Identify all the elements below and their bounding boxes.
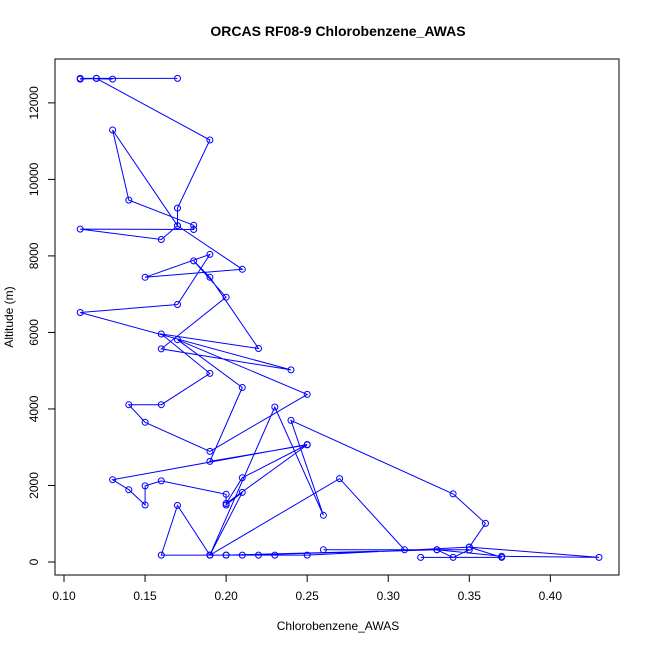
series-lines	[80, 77, 600, 558]
data-point	[595, 553, 603, 561]
chart-title: ORCAS RF08-9 Chlorobenzene_AWAS	[210, 23, 465, 39]
y-tick-label: 4000	[27, 395, 41, 422]
data-point	[141, 273, 149, 281]
data-point	[206, 551, 214, 559]
data-point	[222, 490, 230, 498]
x-axis: 0.10 0.15 0.20 0.25 0.30 0.35 0.40	[52, 574, 563, 603]
data-point	[109, 75, 117, 83]
data-point	[433, 546, 441, 554]
x-tick-label: 0.35	[458, 589, 482, 603]
data-point	[206, 369, 214, 377]
y-axis-label: Altitude (m)	[2, 286, 16, 347]
data-point	[465, 546, 473, 554]
data-point	[303, 551, 311, 559]
data-point	[498, 553, 506, 561]
data-point	[76, 309, 84, 316]
series-line	[80, 77, 600, 558]
data-point	[319, 511, 327, 519]
data-point	[157, 330, 165, 338]
data-point	[449, 553, 457, 561]
data-point	[109, 476, 117, 484]
data-point	[222, 293, 230, 301]
x-tick-label: 0.10	[52, 589, 76, 603]
data-point	[141, 501, 149, 509]
data-point	[206, 273, 214, 281]
data-point	[482, 519, 489, 527]
data-point	[449, 490, 457, 498]
data-point	[157, 401, 165, 409]
data-point	[287, 366, 295, 374]
y-tick-label: 8000	[27, 242, 41, 269]
data-point	[141, 482, 149, 490]
data-point	[157, 477, 165, 485]
data-point	[190, 257, 198, 265]
data-point	[255, 551, 262, 559]
data-point	[319, 546, 327, 554]
data-point	[238, 474, 246, 482]
data-point	[206, 457, 214, 465]
x-tick-label: 0.15	[133, 589, 157, 603]
data-point	[417, 553, 425, 561]
data-point	[174, 222, 181, 230]
x-tick-label: 0.25	[296, 589, 320, 603]
x-tick-label: 0.40	[539, 589, 563, 603]
plot-frame	[54, 58, 620, 576]
y-tick-label: 6000	[27, 319, 41, 346]
data-point	[92, 74, 100, 82]
data-point	[271, 403, 279, 411]
data-point	[238, 384, 246, 391]
data-point	[190, 221, 198, 229]
x-tick-label: 0.30	[377, 589, 401, 603]
series-points	[76, 74, 603, 561]
data-point	[238, 265, 246, 273]
x-tick-label: 0.20	[214, 589, 238, 603]
data-point	[222, 551, 230, 559]
data-point	[190, 226, 198, 233]
data-point	[303, 441, 311, 448]
data-point	[206, 136, 214, 144]
data-point	[174, 301, 181, 308]
data-point	[271, 551, 279, 559]
y-tick-label: 2000	[27, 472, 41, 499]
data-point	[76, 75, 84, 83]
data-point	[287, 416, 295, 424]
data-point	[109, 126, 117, 134]
data-point	[465, 543, 473, 551]
y-tick-label: 0	[27, 558, 41, 565]
y-tick-label: 10000	[27, 162, 41, 196]
data-point	[125, 196, 133, 204]
data-point	[174, 501, 181, 509]
data-point	[174, 336, 181, 344]
data-point	[238, 551, 246, 559]
x-axis-label: Chlorobenzene_AWAS	[277, 619, 400, 633]
data-point	[157, 236, 165, 243]
y-axis: 0 2000 4000 6000 8000 10000 12000	[27, 86, 56, 565]
data-point	[76, 225, 84, 233]
data-point	[206, 447, 214, 455]
data-point	[174, 74, 181, 82]
data-point	[141, 418, 149, 426]
data-point	[125, 401, 133, 409]
data-point	[174, 204, 181, 212]
y-tick-label: 12000	[27, 86, 41, 120]
data-point	[206, 250, 214, 258]
data-point	[303, 390, 311, 398]
data-point	[157, 345, 165, 353]
data-point	[401, 546, 408, 554]
data-point	[336, 475, 344, 483]
data-point	[222, 501, 230, 509]
data-point	[255, 345, 262, 352]
data-point	[125, 486, 133, 494]
data-point	[157, 551, 165, 559]
data-point	[238, 488, 246, 496]
